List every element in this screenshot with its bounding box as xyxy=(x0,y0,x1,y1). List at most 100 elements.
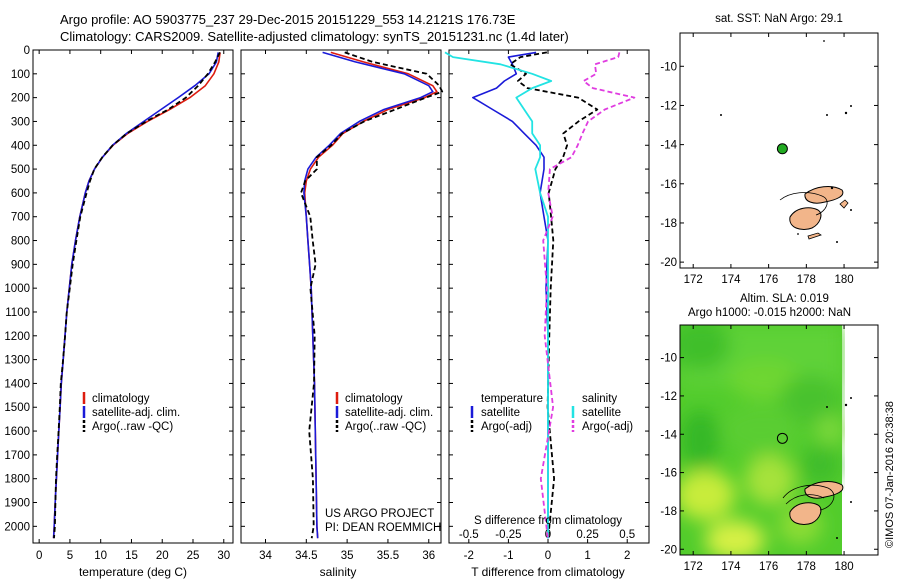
altimetry-map-subtitle: Argo h1000: -0.015 h2000: NaN xyxy=(688,307,851,319)
map-y-tick-label: -16 xyxy=(660,468,677,480)
salinity-panel: 34 34.5 35 35.5 36 salinity climatology sate… xyxy=(240,49,444,579)
map-y-tick-label: -12 xyxy=(660,391,677,403)
map-y-tick-label: -20 xyxy=(660,544,677,556)
sla-blob xyxy=(680,410,720,470)
legend-argo-label: Argo(..raw -QC) xyxy=(92,421,173,433)
x-tick-label: 0 xyxy=(36,550,42,562)
difference-xlabel-t: T difference from climatology xyxy=(471,565,625,579)
islet xyxy=(850,209,852,211)
series-line-temperature-satellite xyxy=(471,51,549,539)
y-tick-label: 1500 xyxy=(4,402,30,414)
islet xyxy=(844,403,848,407)
difference-xlabel-s: S difference from climatology xyxy=(474,515,622,527)
series-line-climatology xyxy=(303,51,438,539)
island-kadavu xyxy=(807,232,822,240)
x-tick-label: 25 xyxy=(187,550,200,562)
salinity-axes-frame xyxy=(240,49,442,544)
map-x-tick-label: 174 xyxy=(721,561,741,573)
y-tick-label: 900 xyxy=(11,259,30,271)
map-x-tick-label: 172 xyxy=(684,561,703,573)
x-tick-label: 34.5 xyxy=(295,550,317,562)
y-tick-label: 1100 xyxy=(5,307,30,319)
map-x-tick-label: 178 xyxy=(797,561,816,573)
x-tick-label: 36 xyxy=(422,550,435,562)
salinity-x-ticks: 34 34.5 35 35.5 36 xyxy=(259,50,435,562)
legend-climatology-label: climatology xyxy=(345,393,403,405)
series-line-satellite-adj-clim- xyxy=(52,52,219,539)
series-line-salinity-argo-adj- xyxy=(539,52,636,539)
sla-blob xyxy=(705,520,765,555)
y-tick-label: 1900 xyxy=(4,498,30,510)
islet xyxy=(720,114,722,116)
y-tick-label: 100 xyxy=(11,69,30,81)
y-tick-label: 1300 xyxy=(4,355,30,367)
x-tick-label: 2 xyxy=(624,550,630,562)
y-tick-label: 1800 xyxy=(4,474,30,486)
islet xyxy=(836,537,838,539)
islet xyxy=(850,501,852,503)
islet xyxy=(826,114,828,116)
map-y-tick-label: -12 xyxy=(660,100,677,112)
y-tick-label: 700 xyxy=(11,212,30,224)
map-x-tick-label: 176 xyxy=(759,561,778,573)
x-tick-label: 30 xyxy=(217,550,230,562)
y-tick-label: 1400 xyxy=(4,378,30,390)
y-tick-label: 500 xyxy=(11,164,30,176)
y-tick-label: 0 xyxy=(24,45,30,57)
float-position-marker xyxy=(776,143,788,155)
islet xyxy=(836,241,838,243)
sst-map-ticks: 172 174 176 178 180 -10 -12 -14 -16 -18 -20 xyxy=(660,33,878,286)
plot-title-line1: Argo profile: AO 5903775_237 29-Dec-2015… xyxy=(60,12,516,27)
float-position-marker xyxy=(776,432,788,444)
altimetry-map-frame xyxy=(679,324,879,556)
map-x-tick-label: 174 xyxy=(721,274,741,286)
s-tick-label: -0.5 xyxy=(459,529,479,541)
reef-outline xyxy=(785,494,825,505)
islet xyxy=(850,397,852,399)
series-line-argo-raw-qc- xyxy=(300,51,444,539)
reef-outline xyxy=(779,192,828,216)
map-x-tick-label: 176 xyxy=(759,274,778,286)
difference-panel: -2 -1 0 1 2 -0.5 -0.25 0 0.25 0.5 T difference f… xyxy=(444,49,650,579)
series-line-temperature-argo-adj- xyxy=(509,51,599,539)
legend-salinity-heading: salinity xyxy=(582,393,617,405)
islet xyxy=(797,233,799,235)
x-tick-label: 1 xyxy=(584,550,590,562)
imos-stamp: ©IMOS 07-Jan-2016 20:38:38 xyxy=(884,401,896,548)
y-tick-label: 1700 xyxy=(4,450,30,462)
legend-argo-label: Argo(..raw -QC) xyxy=(345,421,426,433)
legend-climatology-label: climatology xyxy=(92,393,150,405)
sla-blob xyxy=(780,375,840,425)
x-tick-label: 10 xyxy=(94,550,107,562)
sla-blob xyxy=(815,415,845,445)
series-line-satellite-adj-clim- xyxy=(303,51,434,539)
sla-blob xyxy=(720,405,800,455)
legend-s-satellite-label: satellite xyxy=(582,407,621,419)
x-tick-label: 5 xyxy=(67,550,73,562)
sst-map-title: sat. SST: NaN Argo: 29.1 xyxy=(715,13,843,25)
legend-t-satellite-label: satellite xyxy=(481,407,520,419)
altimetry-map-panel: Altim. SLA: 0.019 Argo h1000: -0.015 h20… xyxy=(660,293,896,573)
island-taveuni xyxy=(839,199,849,209)
salinity-y-ticks xyxy=(241,49,441,527)
x-tick-label: -1 xyxy=(503,550,513,562)
legend-temperature-heading: temperature xyxy=(481,393,543,405)
s-tick-label: 0.25 xyxy=(576,529,598,541)
sla-blob xyxy=(680,325,730,370)
sla-blob xyxy=(800,445,840,485)
temperature-legend: climatology satellite-adj. clim. Argo(..… xyxy=(82,392,180,433)
reef-outline xyxy=(782,484,835,511)
legend-s-argo-label: Argo(-adj) xyxy=(582,421,633,433)
islet xyxy=(850,105,852,107)
y-tick-label: 300 xyxy=(11,116,30,128)
temperature-x-ticks: 0 5 10 15 20 25 30 xyxy=(36,50,230,562)
salinity-lines xyxy=(300,51,444,539)
y-tick-label: 200 xyxy=(11,93,30,105)
island-viti-levu xyxy=(789,502,822,526)
salinity-xlabel: salinity xyxy=(320,565,357,579)
altimetry-heatmap xyxy=(680,325,852,555)
altimetry-map-ticks: 172 174 176 178 180 -10 -12 -14 -16 -18 -20 xyxy=(660,325,878,573)
map-x-tick-label: 178 xyxy=(797,274,816,286)
map-x-tick-label: 180 xyxy=(834,561,853,573)
